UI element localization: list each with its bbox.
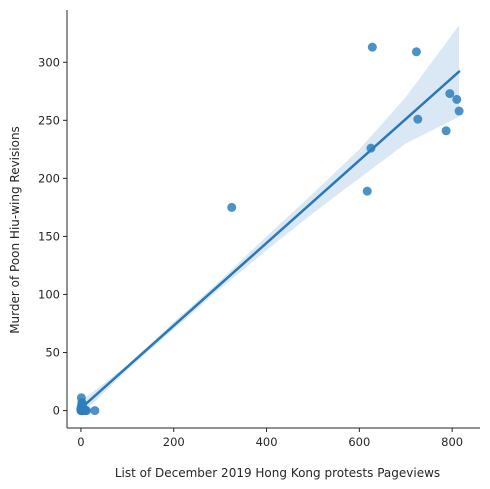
scatter-point (77, 399, 87, 409)
scatter-point (81, 406, 91, 416)
y-tick-label: 100 (38, 287, 60, 301)
x-tick-label: 200 (163, 435, 185, 449)
x-tick-label: 800 (441, 435, 463, 449)
scatter-point (362, 186, 372, 196)
scatter-point (366, 143, 376, 153)
scatter-point (452, 94, 462, 104)
scatter-point (441, 126, 451, 136)
x-axis-title: List of December 2019 Hong Kong protests… (115, 466, 440, 480)
scatter-point (445, 89, 455, 99)
y-tick-label: 300 (38, 55, 60, 69)
y-tick-label: 150 (38, 229, 60, 243)
scatter-point (413, 114, 423, 124)
scatter-point (454, 106, 464, 116)
x-tick-label: 600 (348, 435, 370, 449)
scatter-point (227, 202, 237, 212)
x-tick-label: 0 (77, 435, 84, 449)
y-tick-label: 0 (53, 404, 60, 418)
y-tick-label: 50 (45, 346, 60, 360)
scatter-point (367, 42, 377, 52)
scatter-point (90, 406, 100, 416)
regression-line (79, 70, 461, 410)
scatter-point (411, 47, 421, 57)
y-axis-title: Murder of Poon Hiu-wing Revisions (8, 126, 22, 334)
y-tick-label: 200 (38, 171, 60, 185)
x-tick-label: 400 (256, 435, 278, 449)
y-tick-label: 250 (38, 113, 60, 127)
